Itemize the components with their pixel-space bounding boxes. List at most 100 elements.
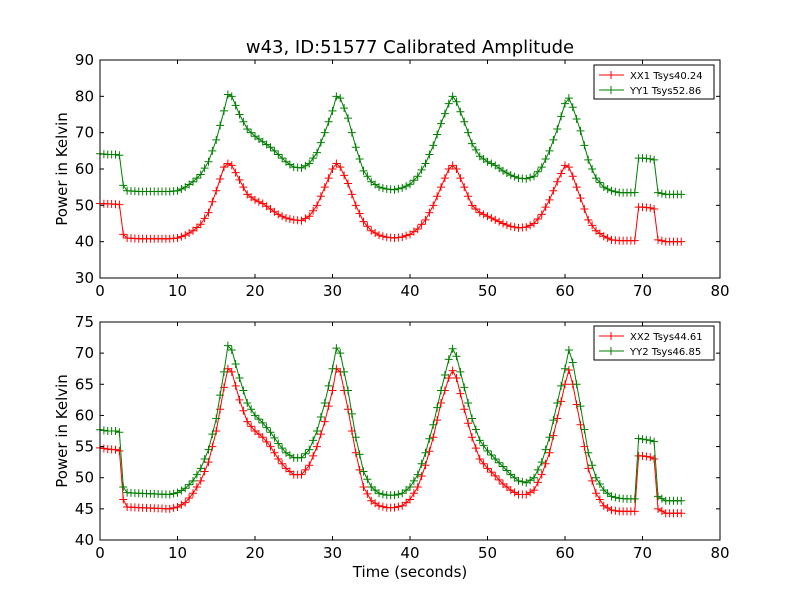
bottom-series-1-marker (406, 483, 414, 492)
top-series-1-marker (537, 163, 546, 172)
top-series-0-marker (398, 232, 407, 241)
top-series-1-marker (111, 150, 120, 159)
top-x-tick-label: 80 (710, 282, 729, 300)
top-series-0-marker (336, 163, 345, 172)
top-series-1-marker (220, 106, 228, 115)
bottom-series-1-marker (189, 476, 197, 485)
top-legend-label-1: YY1 Tsys52.86 (629, 86, 701, 97)
top-series-1-marker (196, 170, 205, 179)
top-series-1-marker (212, 135, 221, 144)
bottom-series-0-marker (595, 495, 604, 504)
bottom-series-0-marker (328, 386, 337, 395)
top-legend-label-0: XX1 Tsys40.24 (630, 71, 703, 82)
top-series-0-marker (115, 200, 124, 209)
top-series-0-marker (309, 206, 318, 215)
top-series-0-marker (479, 210, 488, 219)
bottom-series-0-marker (278, 459, 287, 468)
bottom-series-1-marker (495, 458, 504, 467)
bottom-series-1-marker (464, 398, 473, 407)
bottom-series-0-marker (247, 422, 256, 431)
top-series-1-marker (592, 174, 600, 183)
bottom-series-0-marker (491, 471, 500, 480)
top-series-1-marker (545, 146, 554, 155)
bottom-series-1-marker (231, 360, 240, 369)
top-series-1-marker (402, 182, 411, 191)
top-series-1-marker (406, 180, 414, 189)
bottom-series-0-marker (266, 442, 275, 451)
bottom-series-1-marker (351, 433, 360, 442)
bottom-series-0-marker (530, 486, 538, 495)
bottom-x-tick-label: 80 (710, 544, 729, 562)
bottom-series-1-marker (181, 484, 190, 493)
bottom-series-1-marker (239, 386, 248, 395)
bottom-series-1-marker (297, 453, 306, 462)
top-series-0-marker (278, 212, 287, 221)
top-series-0-marker (196, 220, 205, 229)
top-series-1-marker (464, 128, 473, 137)
top-series-0-marker (344, 179, 352, 188)
bottom-series-0-marker (553, 414, 562, 423)
top-series-1-marker (448, 92, 457, 101)
top-series-0-marker (220, 163, 228, 172)
bottom-series-1-marker (324, 381, 333, 390)
top-series-1-marker (208, 146, 217, 155)
top-series-0-marker (537, 210, 546, 219)
bottom-x-tick-label: 20 (245, 544, 264, 562)
bottom-series-1-marker (433, 403, 442, 412)
bottom-legend-box (593, 325, 715, 361)
top-series-0-marker (375, 231, 383, 240)
bottom-series-0-marker (185, 493, 194, 502)
top-series-0-marker (204, 208, 213, 217)
bottom-series-1-marker (309, 436, 318, 445)
top-series-1-marker (336, 94, 345, 103)
bottom-series-1-marker (332, 344, 341, 353)
top-series-0-marker (324, 174, 333, 183)
bottom-series-0-marker (192, 483, 201, 492)
bottom-series-0-marker (677, 509, 686, 518)
top-series-1-marker (584, 155, 593, 164)
top-plot-panel: 0 10 20 30 40 50 60 70 80 30 40 50 60 70 80 90 Power in … (53, 51, 730, 300)
top-series-1-marker (568, 103, 577, 112)
bottom-series-0-marker (650, 455, 659, 464)
top-series-0-marker (499, 219, 507, 228)
top-series-0-marker (599, 232, 608, 241)
top-series-0-marker (530, 219, 538, 228)
bottom-series-1-marker (328, 364, 337, 373)
top-series-1-marker (487, 159, 496, 168)
top-series-0-marker (545, 195, 554, 204)
top-series-1-marker (599, 183, 608, 192)
top-series-1-marker (266, 143, 275, 152)
bottom-series-1-marker (390, 491, 399, 500)
bottom-series-1-marker (437, 386, 445, 395)
top-x-tick-label: 50 (478, 282, 497, 300)
bottom-series-1-marker (243, 398, 252, 407)
top-series-0-marker (425, 208, 434, 217)
bottom-series-0-marker (464, 419, 473, 428)
top-series-0-marker (359, 217, 368, 226)
bottom-series-0-marker (533, 478, 542, 487)
top-series-0-marker (378, 232, 387, 241)
top-series-0-marker (510, 223, 519, 232)
bottom-series-0-marker (196, 476, 205, 485)
bottom-series-0-marker (452, 374, 461, 383)
top-series-0-marker (177, 232, 186, 241)
top-series-1-marker (316, 138, 325, 147)
top-series-0-marker (646, 203, 655, 212)
top-series-0-marker (347, 190, 356, 199)
top-series-1-marker (677, 190, 686, 199)
bottom-series-0-marker (572, 400, 581, 409)
bottom-series-1-marker (378, 490, 387, 499)
top-series-1-marker (223, 90, 232, 99)
top-series-0-marker (282, 214, 290, 223)
bottom-series-0-marker (425, 447, 434, 456)
bottom-series-1-marker (320, 398, 329, 407)
bottom-series-1-marker (421, 448, 430, 457)
top-series-1-marker (398, 183, 407, 192)
bottom-y-axis-label: Power in Kelvin (53, 374, 71, 488)
top-series-0-marker (305, 212, 314, 221)
top-series-1-marker (394, 184, 403, 193)
top-series-1-marker (355, 155, 364, 164)
top-series-1-marker (351, 143, 360, 152)
bottom-series-0-marker (564, 365, 573, 374)
